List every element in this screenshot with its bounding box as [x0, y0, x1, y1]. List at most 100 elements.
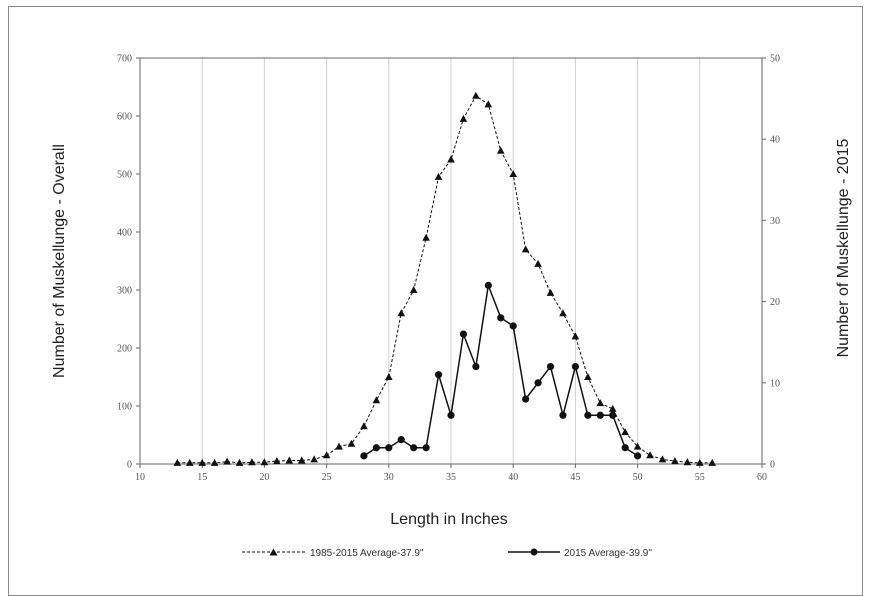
data-point-overall — [260, 458, 269, 466]
data-point-2015 — [621, 444, 629, 452]
data-point-overall — [658, 455, 667, 463]
y-tick-label: 100 — [117, 402, 132, 413]
x-tick-label: 45 — [570, 472, 580, 483]
y-axis-label: Number of Muskellunge - Overall — [51, 144, 68, 378]
data-point-overall — [210, 458, 219, 466]
y2-tick-label: 10 — [770, 378, 780, 389]
data-point-overall — [273, 457, 281, 465]
data-point-overall — [509, 170, 517, 177]
y2-tick-label: 30 — [770, 216, 780, 227]
data-point-overall — [671, 457, 679, 465]
data-point-2015 — [522, 395, 530, 403]
data-point-overall — [621, 428, 629, 436]
legend-marker-overall — [269, 548, 278, 556]
y2-axis-label: Number of Muskellunge - 2015 — [835, 139, 852, 358]
data-point-2015 — [459, 330, 468, 338]
data-point-2015 — [472, 362, 480, 371]
data-point-overall — [409, 286, 418, 293]
data-point-overall — [347, 439, 356, 447]
data-point-overall — [534, 259, 542, 267]
x-tick-label: 20 — [259, 472, 269, 483]
plot-area — [139, 57, 763, 465]
data-point-overall — [571, 332, 580, 340]
y-tick-label: 700 — [117, 54, 132, 65]
y-tick-label: 300 — [117, 286, 132, 297]
legend: 1985-2015 Average-37.9" 2015 Average-39.… — [242, 548, 652, 559]
data-point-2015 — [434, 371, 443, 379]
data-point-overall — [360, 422, 368, 430]
data-point-2015 — [634, 452, 642, 460]
y2-tick-label: 20 — [770, 297, 780, 308]
data-point-2015 — [484, 281, 492, 289]
data-point-overall — [596, 399, 605, 407]
data-point-2015 — [609, 411, 617, 419]
x-axis-label: Length in Inches — [390, 511, 507, 528]
data-point-overall — [696, 458, 704, 466]
data-point-overall — [496, 146, 505, 154]
data-point-overall — [484, 100, 493, 108]
data-point-overall — [633, 442, 642, 450]
data-point-overall — [285, 456, 294, 464]
data-point-overall — [385, 373, 393, 380]
data-point-overall — [297, 456, 306, 464]
data-point-overall — [683, 458, 692, 466]
series-2015-line — [363, 282, 639, 457]
data-point-overall — [235, 458, 244, 466]
data-point-overall — [447, 155, 455, 163]
data-point-overall — [422, 233, 430, 241]
data-point-overall — [310, 455, 318, 463]
data-point-2015 — [397, 436, 405, 444]
data-point-2015 — [534, 379, 542, 387]
x-tick-label: 30 — [384, 472, 394, 483]
tick-labels: 10 15 20 25 30 35 40 45 50 55 60010020030040050060… — [117, 54, 780, 484]
data-point-overall — [546, 288, 555, 296]
y-tick-label: 500 — [117, 170, 132, 181]
y-tick-label: 200 — [117, 344, 132, 355]
y-tick-label: 600 — [117, 112, 132, 123]
series-layer — [173, 91, 717, 466]
data-point-overall — [472, 91, 480, 99]
data-point-2015 — [447, 411, 455, 419]
x-tick-label: 50 — [633, 472, 643, 483]
data-point-overall — [559, 309, 567, 317]
data-point-2015 — [546, 362, 555, 371]
data-point-2015 — [571, 362, 580, 371]
y2-tick-label: 50 — [770, 54, 780, 65]
x-tick-label: 55 — [695, 472, 705, 483]
y2-tick-label: 0 — [770, 460, 775, 471]
data-point-2015 — [497, 314, 505, 322]
x-tick-label: 15 — [197, 472, 207, 483]
data-point-overall — [185, 458, 194, 466]
data-point-2015 — [596, 411, 604, 419]
series-overall-line — [177, 94, 713, 464]
data-point-2015 — [509, 322, 517, 330]
data-point-2015 — [360, 452, 368, 460]
data-point-2015 — [584, 411, 592, 419]
legend-marker-2015 — [530, 548, 538, 556]
data-point-overall — [198, 458, 206, 466]
x-tick-label: 10 — [135, 472, 145, 483]
data-point-overall — [322, 451, 331, 459]
data-point-overall — [248, 458, 256, 466]
data-point-2015 — [422, 444, 430, 452]
x-tick-label: 40 — [508, 472, 518, 483]
x-tick-label: 60 — [757, 472, 767, 483]
y2-tick-label: 40 — [770, 135, 780, 146]
data-point-overall — [708, 458, 717, 466]
data-point-2015 — [372, 444, 380, 452]
data-point-overall — [434, 172, 443, 180]
legend-label-2015: 2015 Average-39.9" — [564, 548, 652, 559]
chart-frame — [8, 6, 863, 596]
x-tick-label: 35 — [446, 472, 456, 483]
data-point-overall — [372, 396, 381, 404]
data-point-overall — [584, 373, 592, 380]
data-point-overall — [521, 245, 530, 253]
data-point-overall — [397, 309, 406, 317]
data-point-2015 — [410, 444, 418, 452]
data-point-overall — [646, 451, 654, 459]
data-point-overall — [459, 114, 468, 122]
data-point-2015 — [385, 444, 393, 452]
data-point-overall — [173, 458, 182, 466]
x-tick-label: 25 — [322, 472, 332, 483]
